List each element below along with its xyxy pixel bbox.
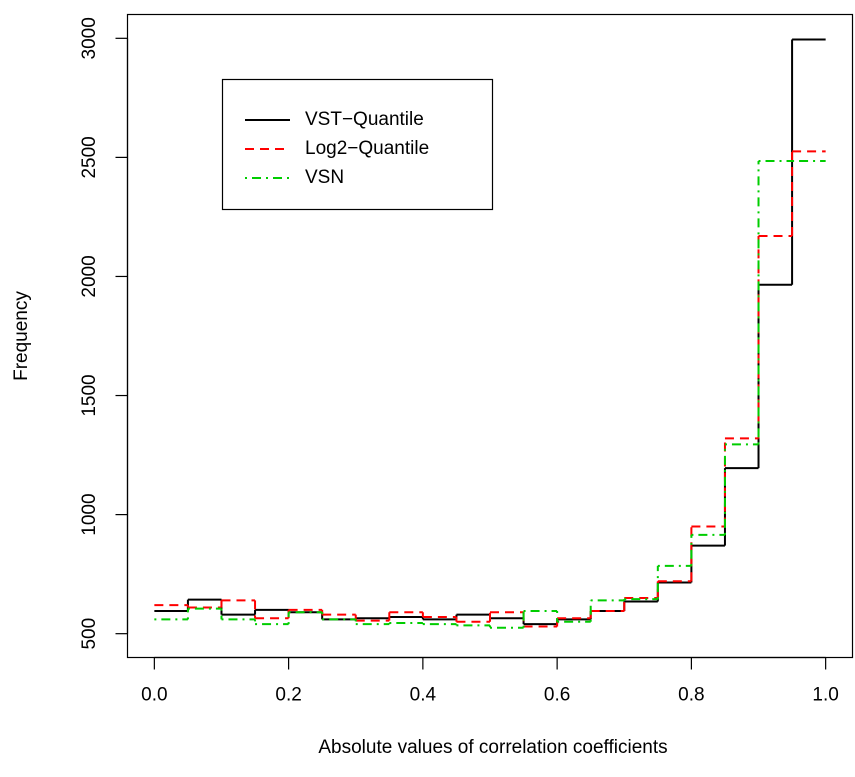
y-tick-label: 3000 <box>79 17 100 59</box>
legend-label: VST−Quantile <box>305 109 424 130</box>
y-tick-label: 2000 <box>79 255 100 297</box>
x-tick-label: 0.6 <box>544 685 570 706</box>
x-axis-label: Absolute values of correlation coefficie… <box>318 737 667 758</box>
y-tick-label: 2500 <box>79 136 100 178</box>
series <box>154 150 826 628</box>
x-tick-label: 0.2 <box>275 685 301 706</box>
x-tick-label: 0.4 <box>410 685 437 706</box>
series <box>154 159 826 629</box>
x-tick-label: 0.8 <box>678 685 704 706</box>
legend-label: VSN <box>305 167 344 188</box>
y-tick-label: 1000 <box>79 493 100 535</box>
y-tick-label: 1500 <box>79 374 100 416</box>
y-tick-label: 500 <box>79 618 100 650</box>
legend-label: Log2−Quantile <box>305 138 429 159</box>
x-tick-label: 0.0 <box>141 685 167 706</box>
y-axis-label: Frequency <box>11 291 32 381</box>
legend-box <box>221 78 494 211</box>
x-tick-label: 1.0 <box>812 685 838 706</box>
